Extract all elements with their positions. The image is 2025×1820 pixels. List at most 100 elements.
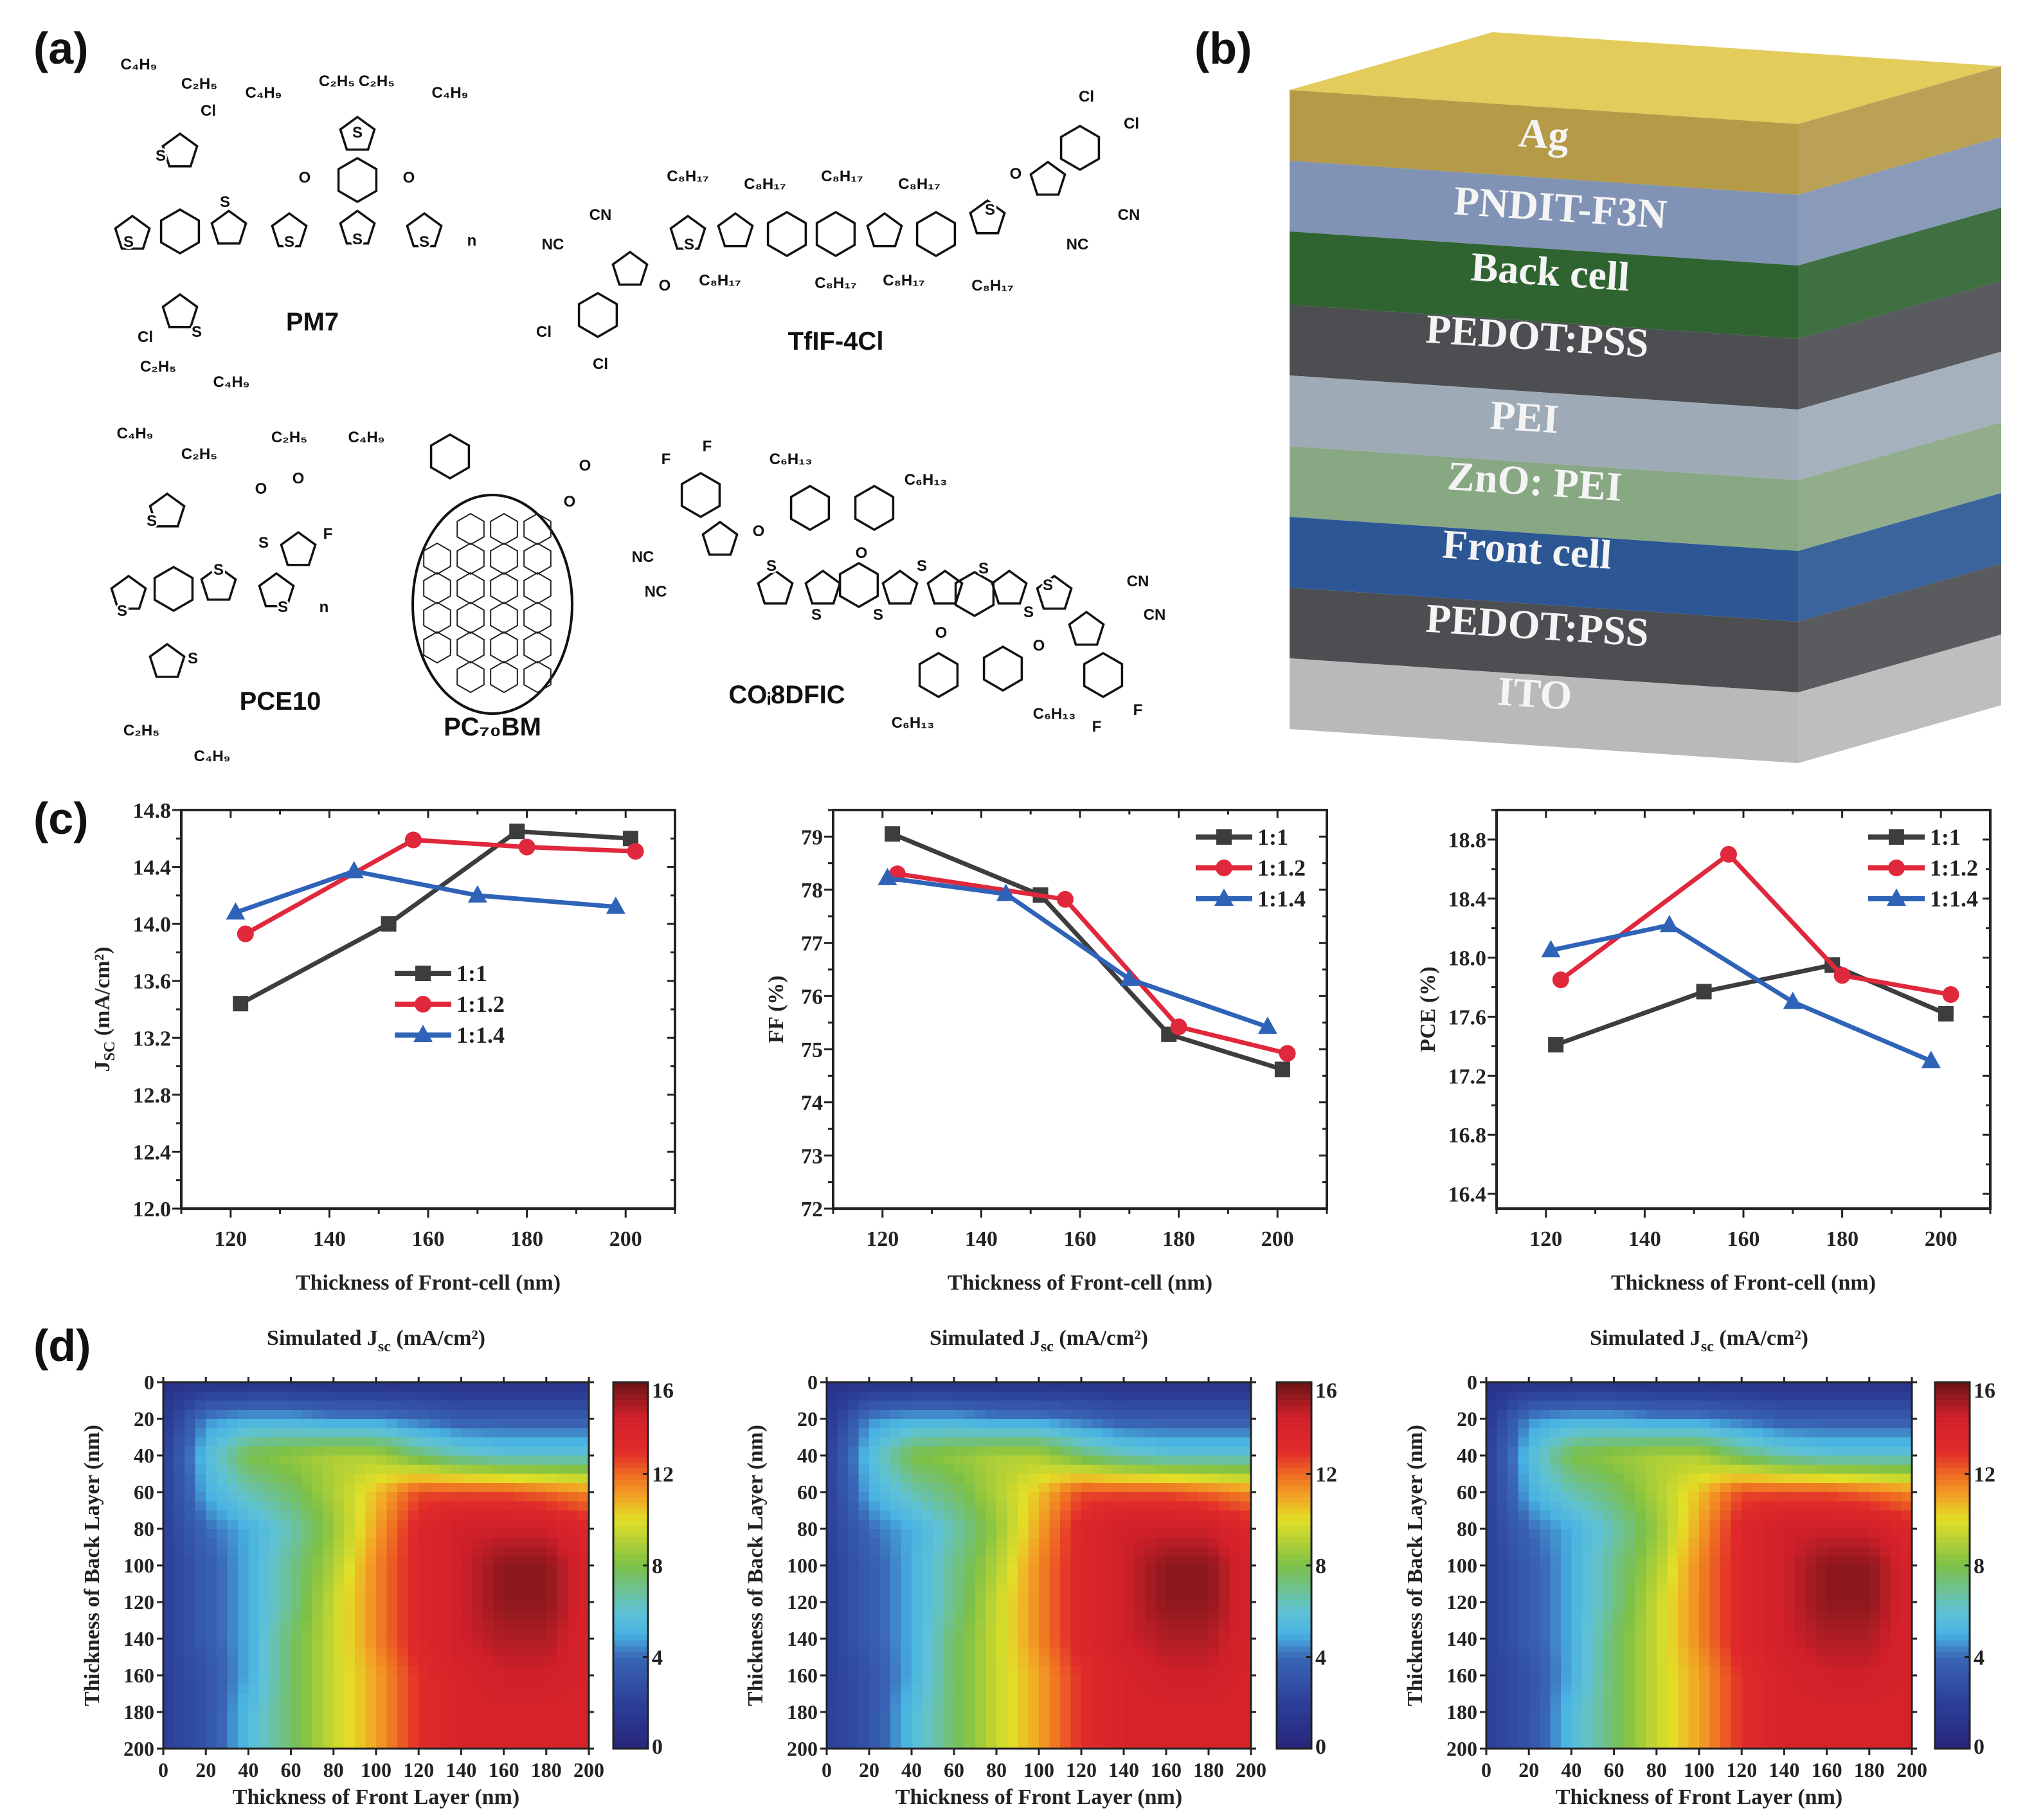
heatmap-cell xyxy=(567,1529,579,1539)
heatmap-cell xyxy=(1145,1565,1156,1576)
heatmap-cell xyxy=(1890,1400,1902,1410)
heatmap-cell xyxy=(1176,1428,1188,1438)
heatmap-cell xyxy=(1219,1611,1230,1621)
heatmap-cell xyxy=(536,1473,547,1484)
heatmap-cell xyxy=(943,1519,955,1529)
heatmap-cell xyxy=(1198,1702,1209,1713)
heatmap-cell xyxy=(1124,1721,1135,1731)
heatmap-cell xyxy=(1092,1400,1103,1410)
molecule-name: PM7 xyxy=(286,308,339,336)
heatmap-cell xyxy=(1508,1492,1519,1502)
layer-side-shade xyxy=(1798,208,2001,339)
heatmap-cell xyxy=(1571,1529,1583,1539)
heatmap-cell xyxy=(312,1574,324,1585)
heatmap-cell xyxy=(1081,1437,1093,1447)
heatmap-cell xyxy=(1848,1382,1860,1392)
heatmap-cell xyxy=(1581,1529,1594,1539)
heatmap-cell xyxy=(1060,1620,1072,1630)
heatmap-cell xyxy=(943,1648,955,1658)
heatmap-cell xyxy=(1646,1574,1657,1585)
atom-label: F xyxy=(662,451,671,468)
heatmap-cell xyxy=(269,1592,281,1603)
heatmap-cell xyxy=(1667,1482,1679,1493)
heatmap-cell xyxy=(943,1419,955,1429)
heatmap-cell xyxy=(525,1565,537,1576)
heatmap-cell xyxy=(376,1712,388,1722)
heatmap-cell xyxy=(493,1666,505,1676)
heatmap-cell xyxy=(333,1657,345,1667)
heatmap-cell xyxy=(525,1501,537,1511)
heatmap-cell xyxy=(879,1574,891,1585)
heatmap-cell xyxy=(848,1592,860,1603)
heatmap-cell xyxy=(503,1666,515,1676)
heatmap-cell xyxy=(472,1629,483,1639)
heatmap-cell xyxy=(975,1529,987,1539)
heatmap-cell xyxy=(1155,1437,1167,1447)
heatmap-cell xyxy=(1699,1602,1711,1612)
heatmap-cell xyxy=(869,1446,881,1456)
heatmap-cell xyxy=(514,1602,526,1612)
heatmap-cell xyxy=(567,1592,579,1603)
pentagon-ring xyxy=(866,212,903,248)
heatmap-cell xyxy=(1773,1583,1785,1594)
heatmap-cell xyxy=(1134,1648,1146,1658)
heatmap-cell xyxy=(1240,1657,1252,1667)
heatmap-cell xyxy=(1219,1684,1230,1695)
heatmap-cell xyxy=(1614,1592,1625,1603)
heatmap-cell xyxy=(1049,1730,1061,1740)
heatmap-cell xyxy=(578,1602,590,1612)
heatmap-cell xyxy=(1092,1556,1103,1566)
heatmap-cell xyxy=(302,1648,313,1658)
heatmap-cell xyxy=(901,1492,912,1502)
heatmap-cell xyxy=(1614,1565,1625,1576)
heatmap-cell xyxy=(440,1648,451,1658)
heatmap-cell xyxy=(1497,1455,1508,1466)
heatmap-cell xyxy=(440,1702,451,1713)
heatmap-cell xyxy=(1230,1547,1241,1557)
heatmap-cell xyxy=(1826,1510,1838,1520)
heatmap-cell xyxy=(1890,1574,1902,1585)
heatmap-cell xyxy=(1240,1556,1252,1566)
colorbar-segment xyxy=(613,1387,648,1394)
heatmap-cell xyxy=(514,1538,526,1548)
heatmap-cell xyxy=(269,1446,281,1456)
heatmap-cell xyxy=(354,1382,366,1392)
heatmap-cell xyxy=(1688,1501,1700,1511)
heatmap-cell xyxy=(1784,1455,1796,1466)
heatmap-cell xyxy=(482,1574,494,1585)
heatmap-cell xyxy=(312,1428,324,1438)
heatmap-cell xyxy=(1198,1592,1209,1603)
colorbar-segment xyxy=(613,1554,648,1560)
heatmap-cell xyxy=(397,1602,409,1612)
heatmap-cell xyxy=(1529,1446,1540,1456)
heatmap-cell xyxy=(237,1473,249,1484)
heatmap-cell xyxy=(344,1437,356,1447)
heatmap-cell xyxy=(525,1519,537,1529)
heatmap-cell xyxy=(578,1583,590,1594)
heatmap-cell xyxy=(206,1684,217,1695)
heatmap-cell xyxy=(1560,1592,1572,1603)
heatmap-cell xyxy=(1518,1419,1530,1429)
heatmap-cell xyxy=(472,1693,483,1704)
heatmap-cell xyxy=(1614,1482,1625,1493)
heatmap-cell xyxy=(1102,1602,1114,1612)
heatmap-cell xyxy=(1497,1382,1508,1392)
heatmap-cell xyxy=(1901,1473,1913,1484)
legend-item: 1:1.4 xyxy=(1868,886,1978,912)
y-tick-label: 160 xyxy=(787,1664,818,1687)
heatmap-cell xyxy=(163,1693,175,1704)
heatmap-cell xyxy=(216,1409,228,1419)
heatmap-cell xyxy=(912,1446,923,1456)
atom-label: Cl xyxy=(536,323,552,341)
heatmap-cell xyxy=(1518,1391,1530,1401)
heatmap-cell xyxy=(1102,1510,1114,1520)
heatmap-cell xyxy=(1529,1556,1540,1566)
heatmap-cell xyxy=(216,1391,228,1401)
legend-label: 1:1.4 xyxy=(1930,886,1978,912)
heatmap-cell xyxy=(461,1620,473,1630)
heatmap-cell xyxy=(1550,1510,1562,1520)
heatmap-cell xyxy=(1060,1492,1072,1502)
heatmap-cell xyxy=(450,1409,462,1419)
heatmap-cell xyxy=(397,1712,409,1722)
